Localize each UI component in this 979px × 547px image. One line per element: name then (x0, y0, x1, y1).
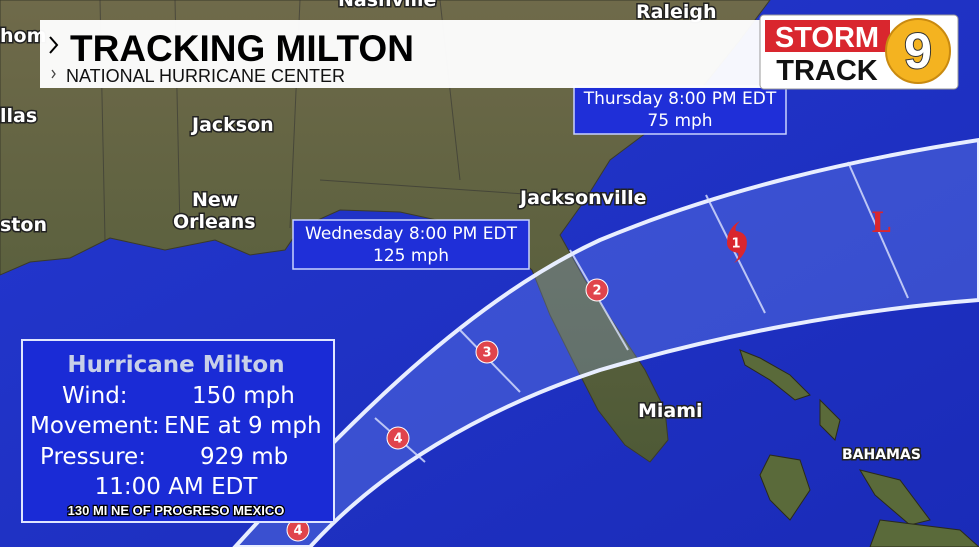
track-category: 4 (393, 432, 402, 447)
storm-icon (727, 234, 745, 252)
place-label: Nashville (338, 0, 436, 11)
place-label: Jackson (190, 114, 274, 136)
place-label: New (192, 189, 238, 211)
track-category: 4 (293, 524, 302, 539)
info-box: Hurricane Milton Wind: 150 mph Movement:… (21, 339, 335, 523)
chevron (49, 36, 59, 54)
track-point: 2 (585, 278, 609, 302)
storm-icon (585, 278, 609, 302)
track-point: 3 (475, 340, 499, 364)
place-label: Miami (638, 400, 703, 422)
info-label: Pressure: (40, 444, 146, 470)
info-value: ENE at 9 mph (164, 413, 322, 439)
info-title: Hurricane Milton (67, 352, 284, 378)
place-label: hom (0, 25, 46, 47)
track-point: 4 (386, 426, 410, 450)
track-category: 2 (592, 284, 601, 299)
storm-icon (475, 340, 499, 364)
station-logo: STORM TRACK 9 (759, 14, 959, 90)
logo-line: TRACK (776, 55, 878, 87)
logo-line: STORM (775, 22, 879, 54)
info-label: Movement: (30, 413, 160, 439)
header: TRACKING MILTON NATIONAL HURRICANE CENTE… (40, 20, 765, 88)
place-label: BAHAMAS (842, 447, 921, 463)
place-label: llas (0, 105, 37, 127)
info-label: Wind: (62, 383, 128, 409)
info-location: 130 MI NE OF PROGRESO MEXICO (68, 503, 285, 518)
low-marker: L (871, 206, 891, 239)
storm-icon (386, 426, 410, 450)
callout-time: Thursday 8:00 PM EDT (583, 89, 777, 109)
place-label: Orleans (173, 211, 256, 233)
callout: Wednesday 8:00 PM EDT 125 mph (292, 219, 530, 270)
callout-time: Wednesday 8:00 PM EDT (305, 224, 518, 244)
place-label: Jacksonville (518, 187, 647, 209)
islands (739, 349, 979, 547)
chevron (51, 69, 56, 79)
callout-wind: 75 mph (647, 111, 712, 131)
callout-wind: 125 mph (373, 246, 449, 266)
info-time: 11:00 AM EDT (95, 474, 259, 500)
track-category: 1 (731, 237, 740, 252)
place-label: ston (0, 214, 47, 236)
header-title: TRACKING MILTON (70, 28, 414, 69)
track-category: 3 (482, 346, 491, 361)
logo-channel: 9 (904, 23, 932, 79)
header-subtitle: NATIONAL HURRICANE CENTER (66, 66, 345, 86)
callout: Thursday 8:00 PM EDT 75 mph (573, 85, 787, 135)
info-value: 150 mph (192, 383, 295, 409)
place-label: Raleigh (636, 1, 717, 23)
info-value: 929 mb (200, 444, 288, 470)
track-point: 1 (727, 221, 747, 263)
